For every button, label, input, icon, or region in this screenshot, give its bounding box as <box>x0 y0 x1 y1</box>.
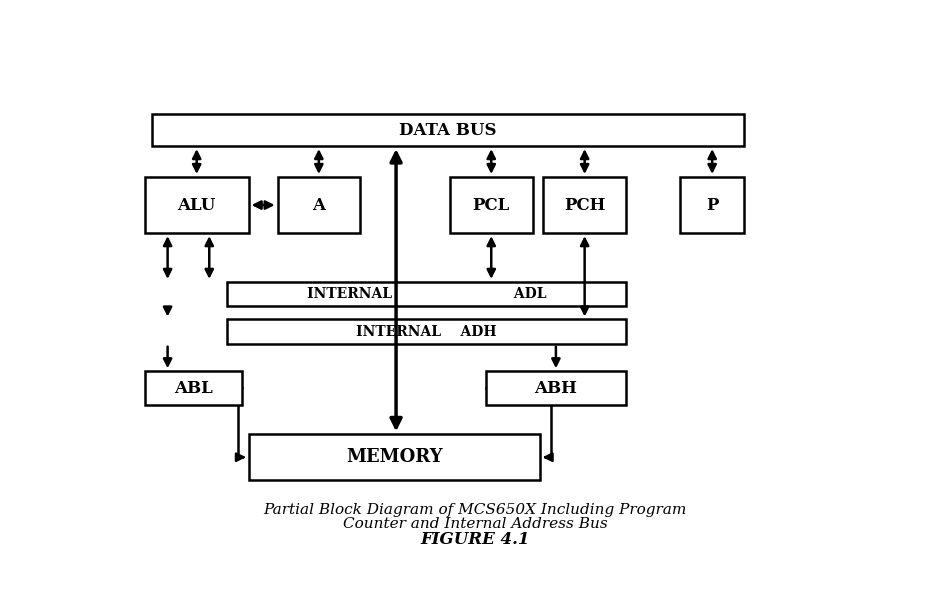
Bar <box>145 371 242 405</box>
Text: FIGURE 4.1: FIGURE 4.1 <box>420 530 530 547</box>
Text: ABL: ABL <box>173 379 212 397</box>
Bar <box>152 114 744 146</box>
Bar <box>450 177 532 233</box>
Bar <box>248 434 540 480</box>
Text: DATA BUS: DATA BUS <box>400 122 497 139</box>
Bar <box>227 282 626 306</box>
Text: INTERNAL                         ADL: INTERNAL ADL <box>307 287 546 301</box>
Text: A: A <box>312 197 325 214</box>
Text: INTERNAL    ADH: INTERNAL ADH <box>356 324 497 338</box>
Text: ABH: ABH <box>535 379 578 397</box>
Bar <box>277 177 360 233</box>
Bar <box>227 320 626 344</box>
Text: PCL: PCL <box>473 197 510 214</box>
Text: ALU: ALU <box>177 197 216 214</box>
Text: P: P <box>706 197 718 214</box>
Bar <box>486 371 626 405</box>
Text: PCH: PCH <box>564 197 605 214</box>
Bar <box>679 177 744 233</box>
Bar <box>543 177 626 233</box>
Text: Partial Block Diagram of MCS650X Including Program: Partial Block Diagram of MCS650X Includi… <box>263 503 687 517</box>
Text: Counter and Internal Address Bus: Counter and Internal Address Bus <box>343 517 607 531</box>
Bar <box>145 177 248 233</box>
Text: MEMORY: MEMORY <box>346 448 442 466</box>
